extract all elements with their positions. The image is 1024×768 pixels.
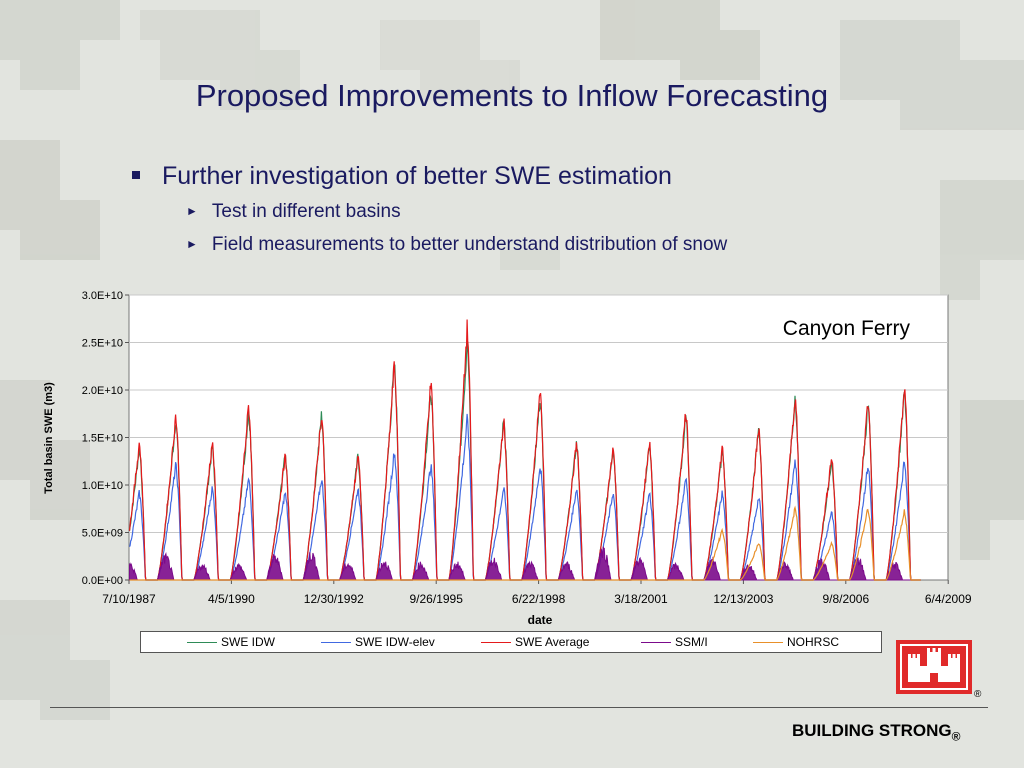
legend-item-swe-idw-elev: SWE IDW-elev — [321, 635, 435, 649]
legend-line-icon — [321, 642, 351, 644]
x-tick-label: 12/30/1992 — [304, 592, 364, 606]
x-tick-label: 9/26/1995 — [410, 592, 464, 606]
footer-brand-text: BUILDING STRONG — [792, 721, 952, 740]
legend-item-swe-idw: SWE IDW — [187, 635, 275, 649]
bullet-sub-2: ► Field measurements to better understand… — [186, 234, 727, 256]
legend-label: SSM/I — [675, 635, 708, 649]
legend-item-swe-average: SWE Average — [481, 635, 589, 649]
y-tick-label: 1.0E+10 — [82, 480, 123, 492]
legend-line-icon — [481, 642, 511, 644]
triangle-bullet-icon: ► — [186, 204, 198, 218]
legend-line-icon — [187, 642, 217, 644]
bullet-sub-2-text: Field measurements to better understand … — [211, 234, 728, 255]
y-axis-label: Total basin SWE (m3) — [43, 382, 55, 494]
x-axis-label: date — [528, 613, 553, 627]
chart-legend: SWE IDW SWE IDW-elev SWE Average SSM/I N… — [140, 631, 882, 653]
legend-label: SWE IDW — [221, 635, 275, 649]
legend-item-ssmi: SSM/I — [641, 635, 708, 649]
footer-brand: BUILDING STRONG® — [792, 721, 960, 743]
legend-line-icon — [641, 642, 671, 644]
swe-chart: 0.0E+00 5.0E+09 1.0E+10 1.5E+10 2.0E+10 2.5E+… — [43, 290, 972, 627]
bullet-sub-1: ► Test in different basins — [186, 201, 401, 223]
x-tick-label: 12/13/2003 — [713, 592, 773, 606]
bullet-main: Further investigation of better SWE esti… — [132, 162, 672, 191]
y-tick-label: 3.0E+10 — [82, 290, 123, 302]
legend-line-icon — [753, 642, 783, 644]
x-tick-label: 3/18/2001 — [614, 592, 668, 606]
x-tick-label: 4/5/1990 — [208, 592, 255, 606]
footer-registered-mark: ® — [951, 729, 961, 744]
legend-item-nohrsc: NOHRSC — [753, 635, 839, 649]
x-tick-label: 6/22/1998 — [512, 592, 566, 606]
footer-divider — [50, 707, 988, 708]
x-tick-label: 6/4/2009 — [925, 592, 972, 606]
castle-icon — [896, 640, 972, 694]
y-tick-label: 2.5E+10 — [82, 338, 123, 350]
y-tick-label: 0.0E+00 — [82, 575, 123, 587]
x-tick-label: 9/8/2006 — [822, 592, 869, 606]
y-tick-label: 5.0E+09 — [82, 528, 123, 540]
legend-label: SWE IDW-elev — [355, 635, 435, 649]
series-nohrsc — [129, 505, 921, 581]
bullet-sub-1-text: Test in different basins — [211, 201, 401, 222]
legend-label: NOHRSC — [787, 635, 840, 649]
square-bullet-icon — [132, 171, 140, 180]
bullet-main-text: Further investigation of better SWE esti… — [162, 162, 672, 190]
y-tick-label: 2.0E+10 — [82, 385, 123, 397]
y-tick-label: 1.5E+10 — [82, 433, 123, 445]
triangle-bullet-icon: ► — [186, 237, 198, 251]
legend-label: SWE Average — [515, 635, 590, 649]
slide-title: Proposed Improvements to Inflow Forecast… — [195, 78, 829, 113]
chart-annotation: Canyon Ferry — [783, 317, 911, 340]
logo-registered-mark: ® — [974, 689, 982, 700]
x-tick-label: 7/10/1987 — [102, 592, 156, 606]
